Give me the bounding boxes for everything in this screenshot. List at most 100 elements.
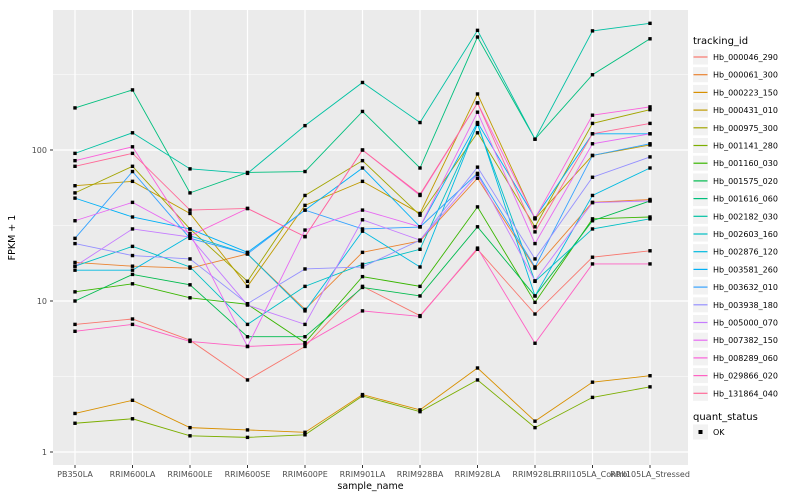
data-point: [475, 366, 480, 370]
legend-entry-Hb_000223_150: Hb_000223_150: [693, 84, 778, 100]
data-point: [303, 208, 307, 212]
data-point: [418, 166, 422, 170]
legend-entry-label: Hb_131864_040: [713, 389, 778, 398]
x-tick-label: RRIM928BA: [397, 470, 444, 479]
x-tick-label: RRIM600LA: [110, 470, 156, 479]
data-point: [303, 309, 307, 313]
legend-entry-label: Hb_029866_020: [713, 372, 778, 381]
data-point: [418, 120, 422, 125]
data-point: [475, 120, 480, 125]
data-point: [648, 374, 652, 378]
legend-entry-Hb_008289_060: Hb_008289_060: [693, 350, 778, 366]
data-point: [533, 137, 537, 141]
legend-entry-Hb_001616_060: Hb_001616_060: [693, 191, 778, 207]
data-point: [475, 246, 480, 250]
legend-entry-label: Hb_002603_160: [713, 230, 778, 239]
data-point: [533, 257, 537, 261]
x-axis-title: sample_name: [337, 481, 403, 492]
legend-entry-Hb_001141_280: Hb_001141_280: [693, 138, 778, 153]
data-point: [73, 411, 77, 416]
data-point: [360, 109, 365, 114]
data-point: [130, 227, 135, 231]
data-point: [475, 176, 480, 180]
y-tick-label: 1: [42, 448, 47, 457]
legend-entry-label: Hb_001575_020: [713, 177, 778, 186]
data-point: [188, 231, 192, 236]
legend-entry-label: Hb_000046_290: [713, 53, 778, 62]
legend-entry-Hb_003581_260: Hb_003581_260: [693, 261, 778, 277]
data-point: [590, 132, 595, 136]
data-point: [475, 205, 480, 209]
data-point: [648, 155, 652, 159]
data-point: [590, 255, 595, 259]
data-point: [188, 191, 192, 195]
data-point: [533, 216, 537, 220]
data-point: [245, 284, 250, 289]
axis-layer: 1 10 100 PB350LA RRIM600LA RRIM600LE RRIM600SE…: [32, 146, 690, 479]
data-point: [303, 322, 307, 327]
data-point: [418, 238, 422, 242]
data-point: [648, 262, 652, 266]
data-point: [73, 290, 77, 294]
data-point: [130, 131, 135, 135]
data-point: [303, 335, 307, 339]
legend-entry-Hb_003632_010: Hb_003632_010: [693, 279, 778, 295]
data-point: [303, 433, 307, 437]
data-point: [648, 142, 652, 146]
data-point: [188, 257, 192, 261]
data-point: [303, 169, 307, 174]
legend-entry-Hb_000975_300: Hb_000975_300: [693, 120, 778, 136]
x-tick-label: RRII105LA_Control: [555, 470, 629, 479]
data-point: [130, 145, 135, 149]
data-point: [648, 21, 652, 26]
data-point: [590, 219, 595, 223]
data-point: [130, 317, 135, 321]
data-point: [303, 430, 307, 435]
data-point: [590, 217, 595, 221]
legend-title-tracking-id: tracking_id: [693, 36, 748, 47]
data-point: [245, 279, 250, 284]
data-point: [303, 123, 307, 128]
data-point: [303, 344, 307, 349]
y-tick-label: 100: [32, 146, 47, 155]
legend-entry-Hb_003938_180: Hb_003938_180: [693, 297, 778, 313]
data-point: [73, 151, 77, 156]
data-point: [648, 249, 652, 253]
data-point: [73, 329, 77, 333]
data-point: [130, 268, 135, 272]
data-point: [648, 385, 652, 389]
data-point: [130, 322, 135, 327]
legend-entry-label: Hb_003938_180: [713, 301, 778, 310]
data-point: [418, 211, 422, 216]
data-point: [418, 409, 422, 414]
data-point: [73, 164, 77, 168]
data-point: [303, 228, 307, 232]
data-point: [590, 380, 595, 384]
data-point: [73, 158, 77, 163]
data-point: [360, 229, 365, 233]
legend-entry-label: Hb_008289_060: [713, 354, 778, 363]
data-point: [73, 236, 77, 241]
data-point: [648, 121, 652, 126]
data-point: [303, 203, 307, 208]
data-point: [475, 225, 480, 229]
data-point: [130, 282, 135, 286]
data-point: [73, 421, 77, 425]
data-point: [475, 172, 480, 177]
data-point: [533, 312, 537, 316]
data-point: [73, 268, 77, 272]
data-point: [418, 265, 422, 269]
data-point: [73, 219, 77, 223]
data-point: [418, 294, 422, 298]
data-point: [130, 417, 135, 421]
x-tick-label: RRIM901LA: [340, 470, 386, 479]
legend-entry-Hb_002182_030: Hb_002182_030: [693, 208, 778, 224]
data-point: [475, 131, 480, 135]
legend-entry-label: OK: [713, 428, 725, 437]
data-point: [360, 394, 365, 398]
data-point: [245, 378, 250, 382]
data-point: [648, 215, 652, 219]
data-point: [590, 73, 595, 77]
data-point: [245, 335, 250, 339]
